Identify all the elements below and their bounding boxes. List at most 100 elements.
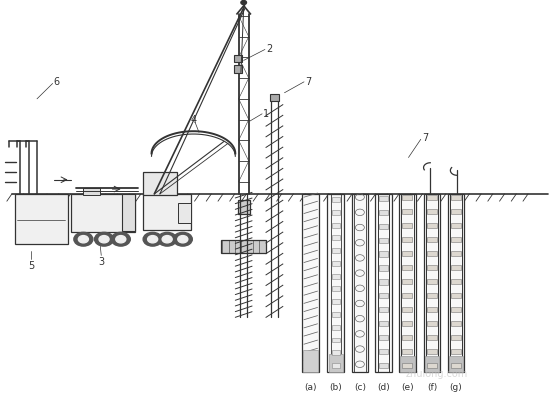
Bar [332, 274, 340, 279]
Circle shape [95, 233, 114, 247]
Bar [427, 363, 437, 368]
Bar [451, 307, 461, 312]
Bar [402, 195, 412, 200]
Text: 7: 7 [305, 77, 311, 86]
Bar [402, 223, 412, 228]
Bar [402, 265, 412, 270]
Bar [451, 251, 461, 256]
Circle shape [111, 233, 130, 247]
Bar [332, 210, 340, 215]
Bar [427, 265, 437, 270]
Bar [427, 321, 437, 326]
Text: zhulong.com: zhulong.com [405, 368, 468, 378]
Bar [379, 196, 388, 202]
Bar [379, 238, 388, 243]
Bar [451, 209, 461, 214]
Bar [332, 350, 340, 355]
Bar [451, 321, 461, 326]
Bar [332, 249, 340, 254]
Circle shape [74, 233, 93, 247]
Circle shape [158, 233, 176, 247]
Bar [238, 200, 250, 215]
Circle shape [178, 236, 188, 243]
Bar [379, 252, 388, 257]
Bar [379, 307, 388, 313]
Bar [83, 188, 100, 196]
Bar [451, 335, 461, 340]
Bar [332, 287, 340, 292]
Bar [143, 173, 176, 195]
Bar [427, 293, 437, 298]
Bar [379, 294, 388, 299]
Bar [451, 223, 461, 228]
Text: 1: 1 [263, 109, 269, 119]
Circle shape [162, 236, 172, 243]
Bar [427, 307, 437, 312]
Text: 6: 6 [54, 77, 59, 86]
Bar [379, 349, 388, 354]
Bar [426, 194, 438, 372]
Bar [402, 363, 412, 368]
Bar [332, 363, 340, 368]
Bar [270, 95, 279, 102]
Circle shape [143, 233, 162, 247]
Bar [352, 194, 368, 372]
Text: 4: 4 [190, 115, 197, 125]
Bar [378, 194, 389, 372]
Circle shape [116, 236, 126, 243]
Bar [379, 266, 388, 271]
Circle shape [99, 236, 109, 243]
Bar [402, 279, 412, 284]
Bar [427, 209, 437, 214]
Bar [447, 194, 464, 372]
Bar [332, 338, 340, 343]
Bar [401, 194, 413, 372]
Bar [451, 349, 461, 354]
Bar [375, 194, 392, 372]
Bar [143, 194, 190, 230]
Bar [427, 335, 437, 340]
Bar [427, 349, 437, 354]
Bar [427, 251, 437, 256]
Bar [402, 209, 412, 214]
Text: (b): (b) [329, 382, 342, 391]
Bar [451, 195, 461, 200]
Bar [332, 312, 340, 317]
Bar [451, 265, 461, 270]
Bar [221, 241, 266, 253]
Bar [234, 66, 242, 73]
Text: (f): (f) [427, 382, 437, 391]
Bar [427, 195, 437, 200]
Bar [399, 194, 416, 372]
Bar [329, 354, 343, 372]
Bar [379, 335, 388, 340]
Bar [354, 194, 366, 372]
Bar [402, 307, 412, 312]
Bar [328, 194, 344, 372]
Bar [450, 194, 462, 372]
Bar [451, 363, 461, 368]
Bar [402, 321, 412, 326]
Bar [379, 210, 388, 215]
Text: 2: 2 [266, 44, 272, 54]
Bar [451, 237, 461, 242]
Bar [234, 56, 242, 63]
Bar [332, 299, 340, 304]
Circle shape [78, 236, 88, 243]
Bar [402, 237, 412, 242]
Circle shape [173, 233, 192, 247]
Bar [423, 194, 440, 372]
Bar [451, 279, 461, 284]
Text: (a): (a) [305, 382, 317, 391]
Bar [402, 349, 412, 354]
Bar [379, 321, 388, 326]
Text: (c): (c) [354, 382, 366, 391]
Bar [178, 203, 190, 224]
Bar [379, 279, 388, 285]
Circle shape [148, 236, 158, 243]
Text: (e): (e) [401, 382, 414, 391]
Text: 3: 3 [98, 256, 104, 266]
Bar [332, 236, 340, 241]
Bar [424, 356, 439, 372]
Bar [15, 194, 68, 245]
